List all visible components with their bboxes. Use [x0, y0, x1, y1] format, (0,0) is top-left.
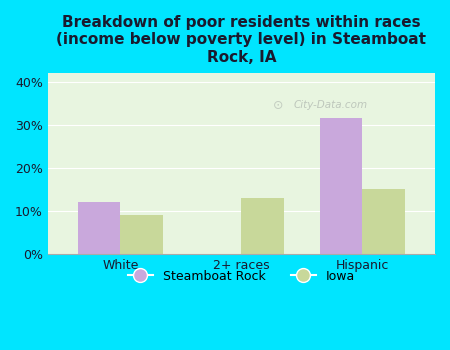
Bar [78, 202, 120, 254]
Bar [241, 198, 284, 254]
Text: City-Data.com: City-Data.com [293, 100, 368, 111]
Bar [120, 215, 163, 254]
Bar [362, 189, 405, 254]
Text: ⊙: ⊙ [273, 99, 284, 112]
Title: Breakdown of poor residents within races
(income below poverty level) in Steambo: Breakdown of poor residents within races… [56, 15, 426, 65]
Bar [320, 118, 362, 254]
Legend: Steamboat Rock, Iowa: Steamboat Rock, Iowa [123, 265, 360, 288]
